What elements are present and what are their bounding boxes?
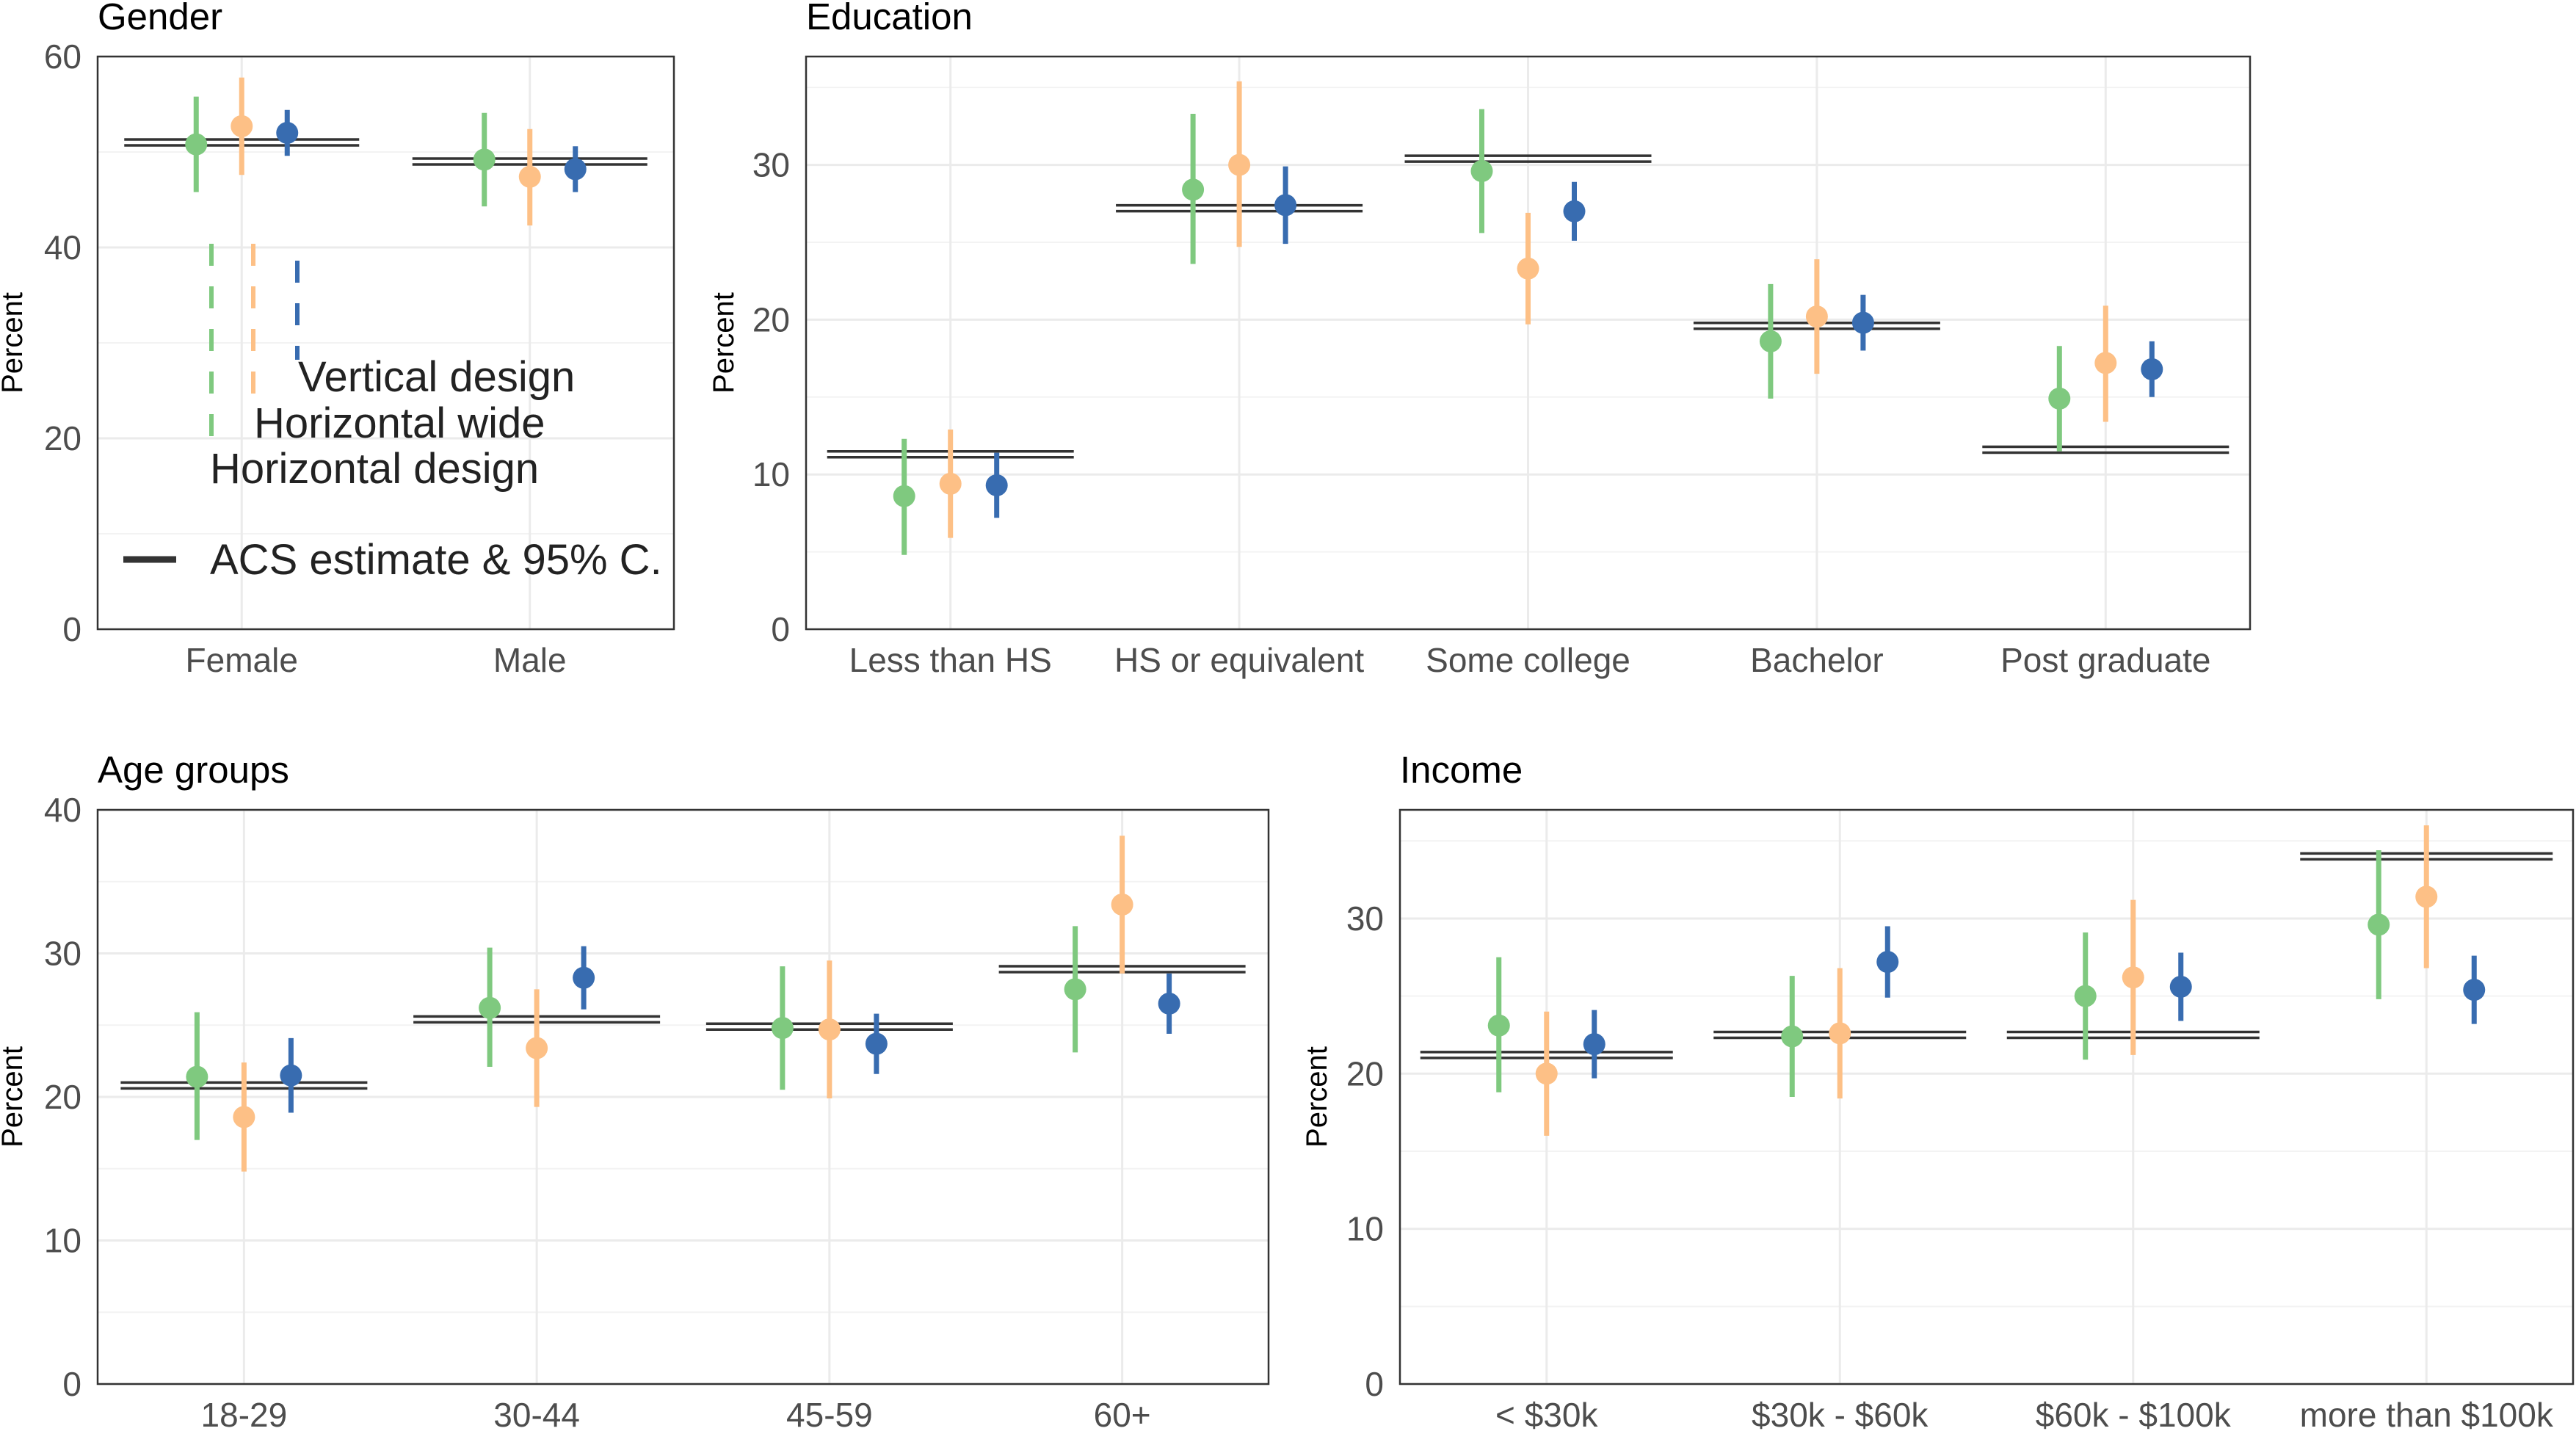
y-axis-label: Percent (1301, 1046, 1333, 1148)
data-point (1182, 178, 1205, 201)
x-tick-label: Bachelor (1750, 641, 1884, 679)
y-tick-label: 20 (44, 419, 81, 457)
legend-label-horizontal-design: Horizontal design (210, 445, 539, 493)
x-tick-label: $60k - $100k (2036, 1396, 2232, 1431)
x-tick-label: Male (493, 641, 567, 679)
y-tick-label: 0 (771, 610, 790, 648)
data-point (1064, 978, 1086, 1001)
data-point (1563, 200, 1586, 222)
data-point (473, 148, 496, 171)
y-tick-label: 30 (44, 935, 81, 973)
data-point (2048, 387, 2071, 410)
y-tick-label: 30 (752, 146, 790, 184)
y-tick-label: 0 (1365, 1365, 1384, 1403)
legend-label-vertical-design: Vertical design (298, 353, 575, 401)
x-tick-label: more than $100k (2300, 1396, 2554, 1431)
panel-gender: Gender 0 20 40 60 Percent Female Male (0, 0, 675, 679)
y-axis-label: Percent (0, 292, 29, 394)
y-tick-label: 20 (1346, 1054, 1384, 1093)
y-axis-label: Percent (0, 1046, 29, 1148)
x-tick-label: Less than HS (849, 641, 1052, 679)
y-tick-label: 20 (44, 1078, 81, 1116)
data-point (818, 1018, 841, 1041)
data-point (985, 474, 1008, 496)
data-point (1487, 1014, 1510, 1037)
data-point (233, 1106, 255, 1129)
data-point (479, 996, 501, 1019)
data-point (2463, 979, 2486, 1001)
y-tick-label: 0 (62, 1365, 81, 1403)
data-point (573, 966, 595, 989)
y-tick-label: 30 (1346, 899, 1384, 938)
data-point (2141, 358, 2163, 380)
x-tick-label: $30k - $60k (1752, 1396, 1929, 1431)
data-point (1829, 1022, 1851, 1045)
data-point (564, 158, 587, 181)
data-point (1851, 311, 1874, 334)
data-point (1228, 153, 1251, 176)
y-tick-label: 40 (44, 791, 81, 829)
data-point (771, 1017, 794, 1040)
panel-title: Income (1400, 749, 1523, 791)
data-point (865, 1032, 888, 1055)
legend-label-horizontal-wide: Horizontal wide (254, 399, 545, 447)
data-point (2368, 913, 2390, 936)
x-tick-label: Post graduate (2000, 641, 2210, 679)
data-point (1759, 330, 1782, 352)
data-point (518, 165, 541, 188)
data-point (2122, 966, 2144, 989)
data-point (1111, 894, 1133, 916)
panel-frame (96, 808, 1270, 1385)
data-point (1876, 951, 1899, 974)
data-point (280, 1064, 302, 1087)
data-point (1583, 1033, 1606, 1056)
data-point (1781, 1025, 1804, 1048)
panel-title: Age groups (98, 749, 289, 791)
data-point (231, 115, 253, 137)
data-point (526, 1037, 548, 1059)
data-point (186, 1065, 208, 1088)
data-point (276, 122, 299, 144)
data-point (2415, 885, 2438, 908)
data-point (1470, 160, 1493, 182)
data-point (185, 133, 208, 156)
x-tick-label: 18-29 (201, 1396, 288, 1431)
y-tick-label: 0 (62, 610, 81, 648)
data-point (1517, 257, 1539, 280)
y-tick-label: 10 (44, 1222, 81, 1260)
x-tick-label: Some college (1426, 641, 1630, 679)
y-tick-label: 10 (1346, 1210, 1384, 1248)
y-tick-label: 10 (752, 455, 790, 493)
legend-label-acs: ACS estimate & 95% C. (210, 536, 662, 584)
panel-education: Education 0 10 20 30 Percent Less than HS HS or… (708, 0, 2252, 679)
x-tick-label: Female (186, 641, 298, 679)
data-point (2169, 975, 2192, 998)
y-tick-label: 60 (44, 37, 81, 76)
panel-income: Income 0 10 20 30 Percent < $30k $30k - $60k $60… (1301, 749, 2575, 1431)
panel-frame (1398, 808, 2575, 1385)
data-point (1535, 1062, 1558, 1085)
data-point (1274, 194, 1297, 217)
y-axis-label: Percent (708, 292, 740, 394)
x-tick-label: HS or equivalent (1114, 641, 1364, 679)
data-point (893, 485, 915, 507)
panel-title: Education (806, 0, 973, 37)
panel-title: Gender (98, 0, 222, 37)
data-point (2094, 352, 2117, 374)
x-tick-label: 30-44 (493, 1396, 580, 1431)
y-tick-label: 20 (752, 300, 790, 338)
panel-frame (805, 55, 2252, 631)
data-point (2074, 985, 2097, 1007)
y-tick-label: 40 (44, 228, 81, 267)
x-tick-label: < $30k (1495, 1396, 1598, 1431)
x-tick-label: 60+ (1094, 1396, 1151, 1431)
panel-age-groups: Age groups 0 10 20 30 40 Percent 18-29 30-44 45-5… (0, 749, 1270, 1431)
x-tick-label: 45-59 (786, 1396, 873, 1431)
data-point (1158, 992, 1180, 1015)
data-point (1805, 305, 1828, 328)
panel-frame (96, 55, 675, 631)
data-point (939, 472, 962, 495)
